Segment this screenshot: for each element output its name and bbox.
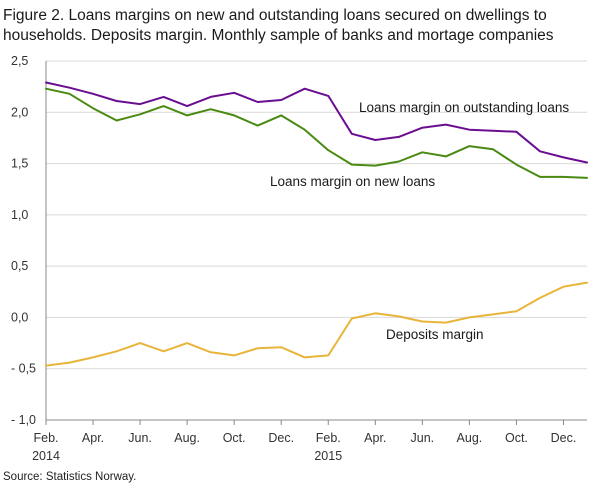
y-axis-tick-labels: 2,5 2,0 1,5 1,0 0,5 0,0 - 0,5 - 1,0 bbox=[11, 54, 36, 427]
axes bbox=[45, 61, 587, 425]
y-tick-label: 1,5 bbox=[11, 157, 28, 171]
x-year-label: 2015 bbox=[314, 449, 342, 463]
y-tick-label: 2,0 bbox=[11, 105, 28, 119]
y-tick-label: 2,5 bbox=[11, 54, 28, 68]
x-tick-label: Dec. bbox=[551, 431, 577, 445]
series-labels: Loans margin on outstanding loans Loans … bbox=[270, 100, 569, 342]
series-line-outstanding bbox=[45, 81, 588, 164]
x-tick-label: Feb. bbox=[33, 431, 58, 445]
chart-title: Figure 2. Loans margins on new and outst… bbox=[3, 7, 554, 44]
x-tick-label: Apr. bbox=[82, 431, 104, 445]
x-tick-label: Oct. bbox=[223, 431, 246, 445]
x-axis-tick-labels: Feb. Apr. Jun. Aug. Oct. Dec. Feb. Apr. Jun. Aug.… bbox=[32, 431, 576, 463]
x-tick-label: Apr. bbox=[364, 431, 386, 445]
x-tick-label: Jun. bbox=[411, 431, 435, 445]
x-tick-label: Oct. bbox=[505, 431, 528, 445]
y-tick-label: 0,0 bbox=[11, 310, 28, 324]
series-label-outstanding: Loans margin on outstanding loans bbox=[359, 100, 569, 115]
y-tick-label: 1,0 bbox=[11, 208, 28, 222]
series-label-new-loans: Loans margin on new loans bbox=[270, 174, 435, 189]
x-tick-label: Jun. bbox=[128, 431, 152, 445]
y-tick-label: - 1,0 bbox=[11, 413, 36, 427]
x-tick-label: Feb. bbox=[316, 431, 341, 445]
y-tick-label: - 0,5 bbox=[11, 362, 36, 376]
x-year-label: 2014 bbox=[32, 449, 60, 463]
series-label-deposits: Deposits margin bbox=[386, 327, 484, 342]
x-tick-label: Dec. bbox=[268, 431, 294, 445]
y-tick-label: 0,5 bbox=[11, 259, 28, 273]
x-tick-label: Aug. bbox=[174, 431, 200, 445]
x-tick-label: Aug. bbox=[457, 431, 483, 445]
series-lines bbox=[45, 81, 588, 367]
series-line-new-loans bbox=[45, 87, 588, 179]
source-note: Source: Statistics Norway. bbox=[3, 471, 137, 483]
series-line-deposits bbox=[45, 281, 588, 367]
